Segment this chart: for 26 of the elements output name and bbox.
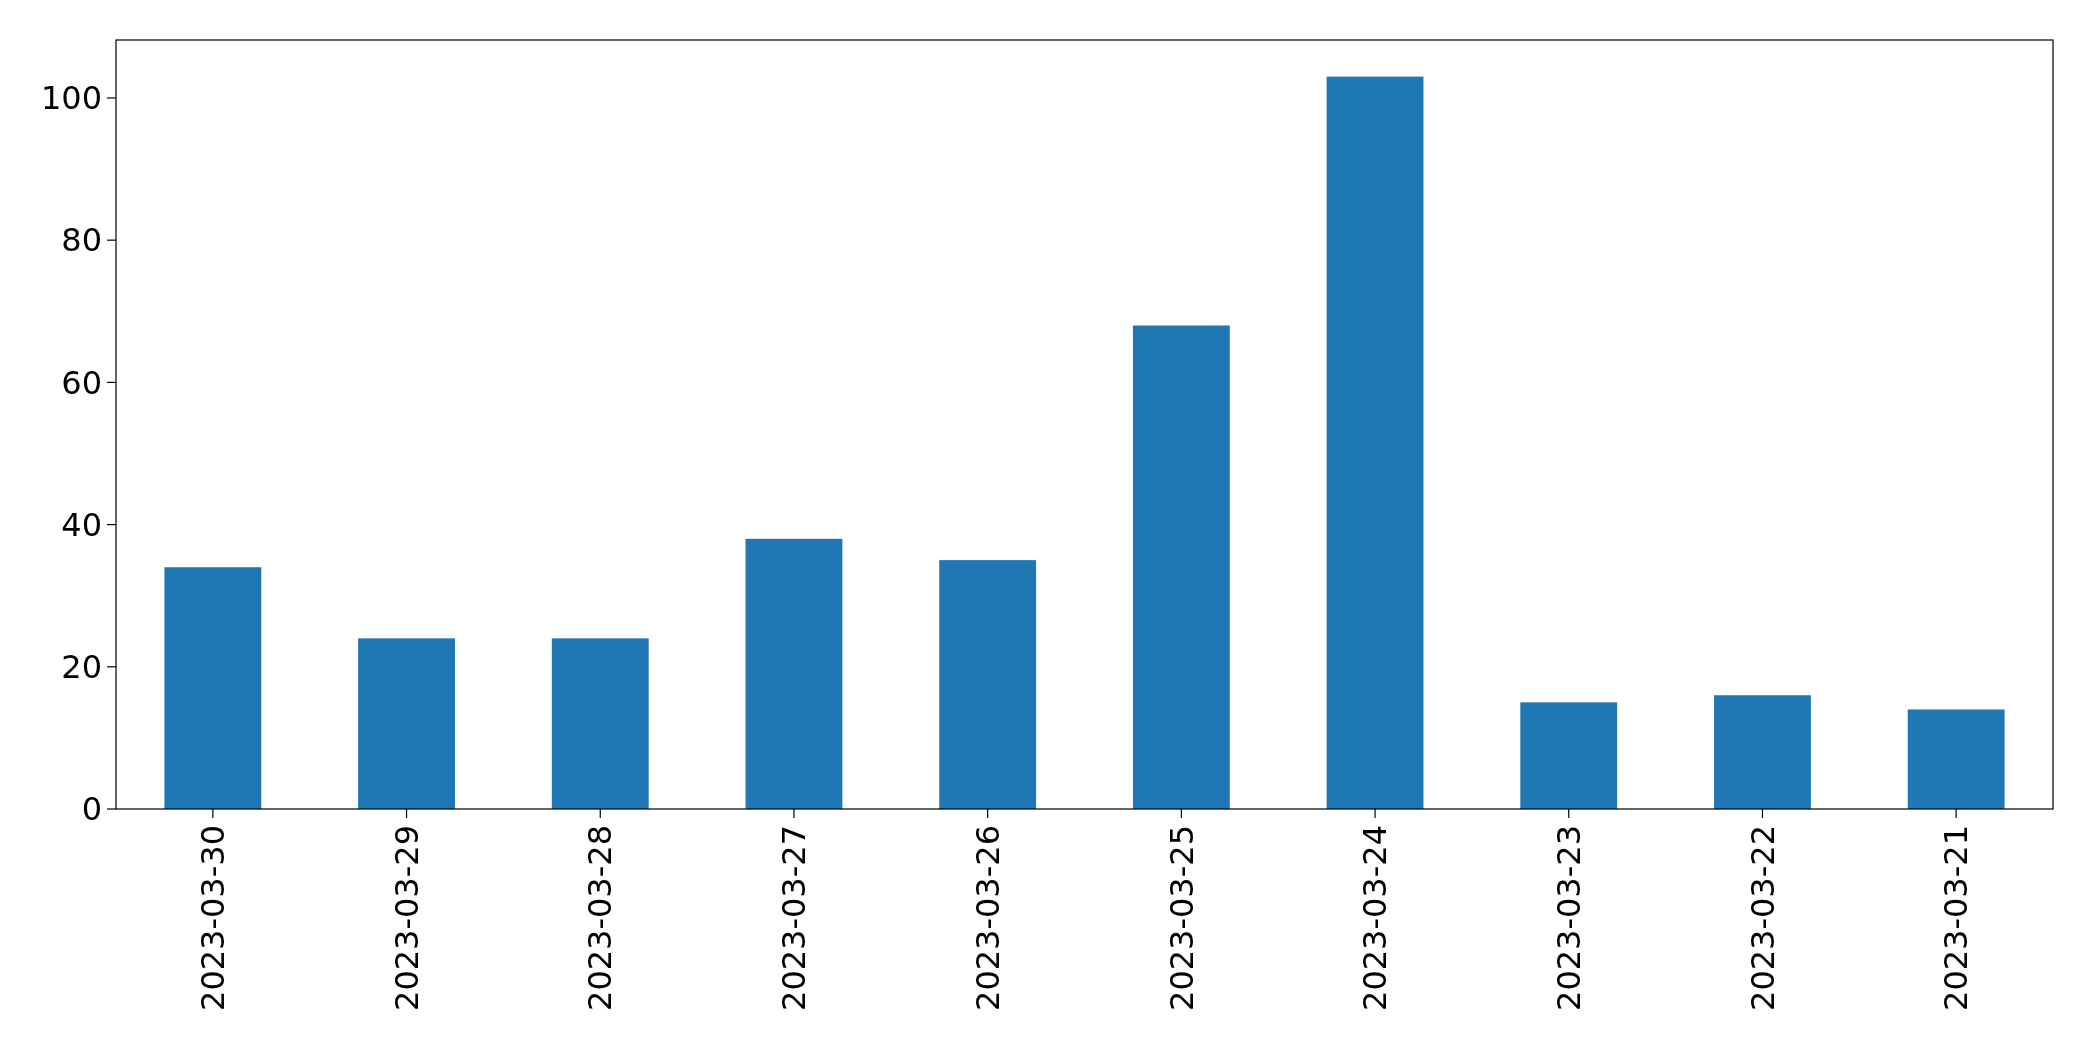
x-tick-label: 2023-03-21: [1937, 825, 1976, 1011]
bar: [745, 538, 843, 809]
bar: [551, 638, 649, 809]
y-tick-label: 0: [81, 790, 102, 829]
x-tick-label: 2023-03-29: [387, 825, 426, 1011]
bar: [358, 638, 455, 809]
bar: [1132, 325, 1230, 809]
x-tick-label: 2023-03-25: [1162, 825, 1201, 1011]
x-tick-label: 2023-03-27: [775, 825, 814, 1011]
x-tick-label: 2023-03-30: [194, 825, 233, 1011]
bar: [164, 567, 262, 809]
x-tick-label: 2023-03-26: [968, 825, 1007, 1011]
bar: [1520, 702, 1618, 809]
x-tick-label: 2023-03-28: [581, 825, 620, 1011]
y-tick-label: 20: [61, 647, 102, 686]
bar: [1907, 709, 2005, 809]
bar: [939, 560, 1037, 809]
bar: [1326, 76, 1424, 809]
y-tick-label: 60: [61, 363, 102, 402]
y-tick-label: 40: [61, 505, 102, 544]
y-tick-label: 100: [40, 79, 102, 118]
bar: [1714, 695, 1811, 809]
x-tick-label: 2023-03-24: [1356, 825, 1395, 1011]
x-tick-label: 2023-03-22: [1743, 825, 1782, 1011]
x-tick-label: 2023-03-23: [1549, 825, 1588, 1011]
y-tick-label: 80: [61, 221, 102, 260]
